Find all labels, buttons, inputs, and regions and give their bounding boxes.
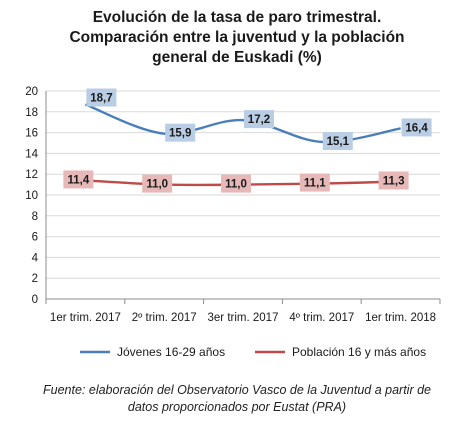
data-label: 11,0: [142, 174, 173, 193]
data-label: 16,4: [401, 118, 432, 137]
data-label: 11,3: [378, 171, 409, 190]
data-label-text: 11,4: [68, 174, 90, 186]
y-tick-label: 6: [32, 232, 38, 244]
legend-label: Jóvenes 16-29 años: [117, 345, 225, 359]
y-tick-label: 20: [25, 86, 38, 98]
data-label-text: 11,1: [304, 178, 326, 190]
y-tick-label: 10: [25, 190, 38, 202]
y-tick-label: 16: [25, 128, 38, 140]
source-line-1: Fuente: elaboración del Observatorio Vas…: [43, 383, 431, 397]
data-label-text: 18,7: [90, 93, 112, 105]
data-label: 18,7: [86, 88, 117, 107]
data-label-text: 11,0: [146, 179, 168, 191]
data-label-text: 16,4: [405, 122, 428, 134]
legend-label: Población 16 y más años: [292, 345, 426, 359]
data-label: 11,0: [221, 174, 251, 193]
x-tick-label: 3er trim. 2017: [208, 312, 279, 324]
x-tick-label: 4º trim. 2017: [289, 312, 354, 324]
data-label-text: 15,1: [327, 136, 350, 148]
data-label-box: [165, 123, 196, 142]
source-note: Fuente: elaboración del Observatorio Vas…: [0, 382, 474, 416]
data-label-box: [401, 118, 432, 137]
data-label-box: [378, 171, 409, 190]
x-tick-label: 1er trim. 2018: [365, 312, 436, 324]
data-label-text: 17,2: [248, 114, 270, 126]
source-line-2: datos proporcionados por Eustat (PRA): [127, 400, 347, 414]
series-line-jovenes: [84, 103, 401, 144]
data-label-box: [63, 170, 94, 189]
data-label-text: 15,9: [169, 128, 191, 140]
data-label-box: [142, 174, 173, 193]
data-label: 17,2: [244, 110, 274, 129]
x-tick-label: 1er trim. 2017: [50, 312, 121, 324]
chart-title-line-3: general de Euskadi (%): [152, 49, 322, 66]
data-label: 15,1: [322, 131, 353, 150]
data-label: 11,1: [299, 173, 330, 192]
chart-title: Evolución de la tasa de paro trimestral.…: [0, 8, 474, 68]
y-tick-label: 14: [25, 148, 38, 160]
x-tick-label: 2º trim. 2017: [132, 312, 197, 324]
data-label-box: [221, 174, 251, 193]
y-tick-label: 8: [32, 211, 38, 223]
data-label: 11,4: [63, 170, 94, 189]
data-label-box: [86, 88, 117, 107]
y-tick-label: 12: [25, 169, 38, 181]
data-label: 15,9: [165, 123, 196, 142]
data-label-text: 11,3: [383, 175, 405, 187]
data-label-box: [299, 173, 330, 192]
chart-title-line-2: Comparación entre la juventud y la pobla…: [69, 29, 405, 46]
y-tick-label: 0: [32, 294, 38, 306]
data-label-box: [244, 110, 274, 129]
chart-title-line-1: Evolución de la tasa de paro trimestral.: [92, 9, 382, 26]
line-chart: 0 2 4 6 8 10 12 14 16 18 20 1er trim. 2017 2º trim. …: [25, 86, 441, 359]
y-tick-label: 4: [32, 252, 39, 264]
data-label-box: [322, 131, 353, 150]
data-label-text: 11,0: [225, 179, 247, 191]
y-tick-label: 18: [25, 107, 38, 119]
y-tick-label: 2: [32, 273, 38, 285]
